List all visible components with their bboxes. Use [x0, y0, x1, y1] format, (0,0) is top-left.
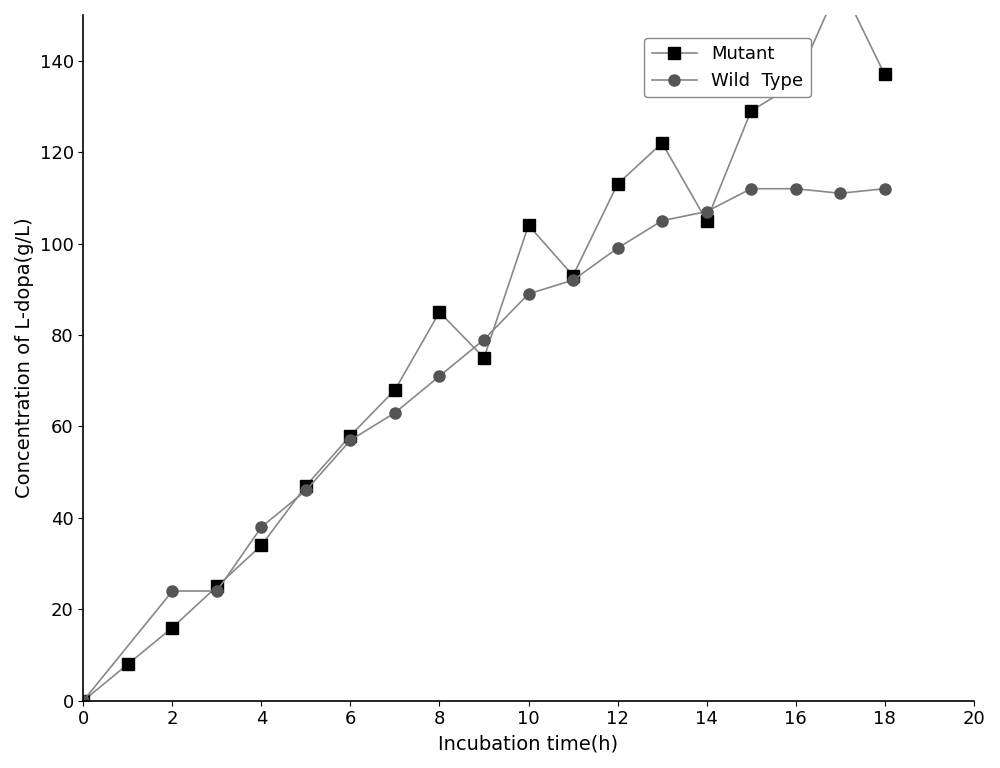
Mutant [389, 386, 401, 395]
Wild  Type [255, 522, 267, 531]
Mutant [790, 79, 802, 88]
Wild  Type [567, 276, 579, 285]
Wild  Type [656, 216, 668, 225]
Mutant [300, 482, 312, 491]
Mutant [523, 220, 535, 230]
X-axis label: Incubation time(h): Incubation time(h) [438, 734, 619, 753]
Mutant [567, 271, 579, 280]
Wild  Type [701, 207, 713, 216]
Wild  Type [300, 486, 312, 495]
Wild  Type [612, 243, 624, 253]
Wild  Type [77, 696, 89, 705]
Legend: Mutant, Wild  Type: Mutant, Wild Type [644, 38, 811, 98]
Mutant [255, 541, 267, 550]
Mutant [433, 307, 445, 316]
Mutant [745, 107, 757, 116]
Mutant [656, 138, 668, 147]
Wild  Type [211, 587, 223, 596]
Wild  Type [879, 184, 891, 194]
Wild  Type [790, 184, 802, 194]
Wild  Type [433, 372, 445, 381]
Line: Mutant: Mutant [78, 0, 890, 707]
Mutant [211, 582, 223, 591]
Mutant [77, 696, 89, 705]
Mutant [612, 180, 624, 189]
Wild  Type [745, 184, 757, 194]
Line: Wild  Type: Wild Type [78, 183, 890, 707]
Wild  Type [834, 189, 846, 198]
Mutant [344, 431, 356, 440]
Mutant [478, 353, 490, 362]
Mutant [122, 660, 134, 669]
Wild  Type [478, 335, 490, 344]
Mutant [879, 70, 891, 79]
Mutant [166, 623, 178, 632]
Wild  Type [344, 435, 356, 445]
Wild  Type [166, 587, 178, 596]
Mutant [701, 216, 713, 225]
Y-axis label: Concentration of L-dopa(g/L): Concentration of L-dopa(g/L) [15, 217, 34, 498]
Wild  Type [389, 408, 401, 417]
Wild  Type [523, 290, 535, 299]
